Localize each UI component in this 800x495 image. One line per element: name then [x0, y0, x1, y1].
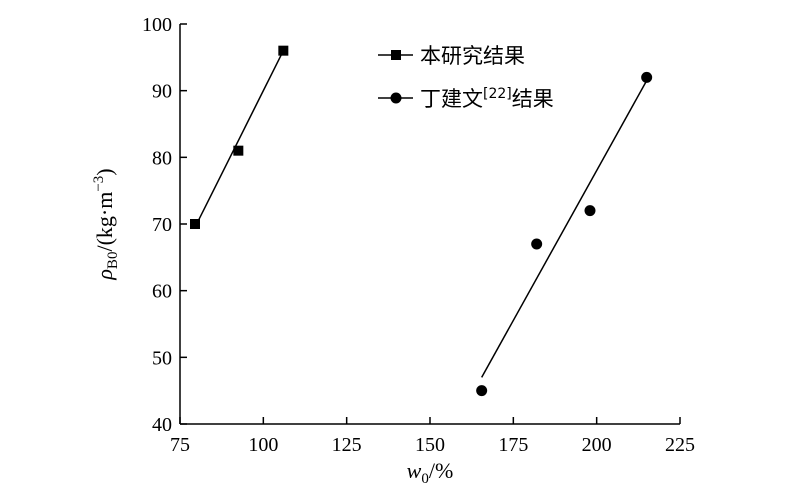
y-axis-var: ρ	[92, 269, 117, 281]
legend-label-1: 本研究结果	[420, 44, 525, 68]
x-tick-label: 225	[665, 434, 695, 456]
x-axis-sub: 0	[421, 471, 429, 487]
fit-line-2	[481, 80, 648, 378]
legend-square-marker	[391, 50, 401, 60]
y-tick-label: 40	[152, 414, 172, 436]
x-axis-unit: /%	[429, 458, 453, 483]
x-tick-label: 75	[170, 434, 190, 456]
fit-line-1	[194, 50, 285, 228]
x-tick-label: 100	[248, 434, 278, 456]
y-tick-label: 100	[142, 14, 172, 36]
x-axis-var: w	[407, 458, 422, 483]
x-tick-label: 125	[332, 434, 362, 456]
y-axis-unit-pre: /(kg·m	[92, 192, 117, 252]
y-tick-label: 80	[152, 147, 172, 169]
y-tick-label: 70	[152, 214, 172, 236]
legend-entry-1: 本研究结果	[378, 44, 525, 68]
y-tick-label: 50	[152, 347, 172, 369]
data-point-square	[278, 45, 289, 56]
x-tick-label: 150	[415, 434, 445, 456]
legend-entry-2: 丁建文[22]结果	[378, 86, 554, 111]
legend-label-2: 丁建文[22]结果	[420, 86, 554, 111]
x-axis-label: w0/%	[407, 458, 454, 487]
y-axis-label: ρB0/(kg·m−3)	[91, 168, 121, 280]
legend-circle-marker	[390, 92, 402, 104]
y-axis-unit-sup: −3	[91, 176, 107, 192]
y-tick-label: 90	[152, 81, 172, 103]
data-point-circle	[531, 238, 543, 250]
legend: 本研究结果 丁建文[22]结果	[378, 44, 554, 111]
y-axis-sub: B0	[105, 252, 121, 270]
data-point-circle	[584, 205, 596, 217]
axes: 75 100 125 150 175 200 225 40 50 60 70 80 90 100	[142, 14, 695, 456]
x-tick-label: 200	[582, 434, 612, 456]
data-point-square	[233, 145, 244, 156]
y-tick-label: 60	[152, 281, 172, 303]
legend-label-2-ref: [22]	[483, 86, 512, 102]
legend-label-2-suffix: 结果	[512, 87, 554, 111]
data-point-circle	[476, 385, 488, 397]
data-points	[190, 45, 653, 397]
data-point-square	[190, 219, 200, 229]
data-point-circle	[641, 71, 653, 83]
fit-lines	[194, 50, 648, 378]
legend-label-2-name: 丁建文	[420, 87, 483, 111]
x-tick-label: 175	[498, 434, 528, 456]
y-axis-unit-post: )	[92, 168, 117, 175]
